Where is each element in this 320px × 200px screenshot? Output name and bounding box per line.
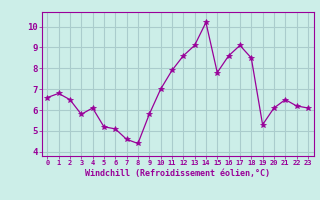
X-axis label: Windchill (Refroidissement éolien,°C): Windchill (Refroidissement éolien,°C) (85, 169, 270, 178)
